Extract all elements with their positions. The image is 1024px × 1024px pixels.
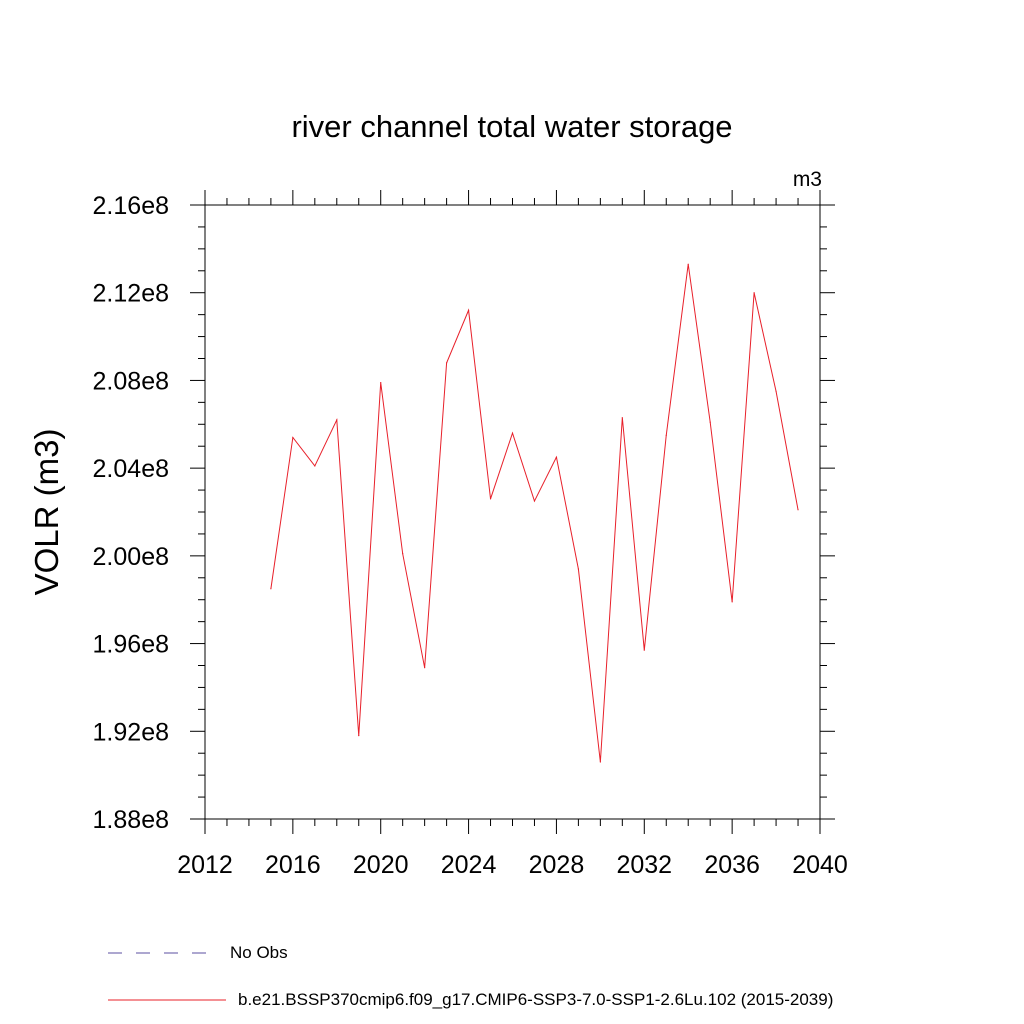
- legend-label-series: b.e21.BSSP370cmip6.f09_g17.CMIP6-SSP3-7.…: [238, 990, 834, 1009]
- y-tick-label: 1.92e8: [93, 718, 169, 746]
- data-point: [775, 390, 777, 392]
- data-point: [621, 417, 623, 419]
- y-tick-label: 2.08e8: [93, 367, 169, 395]
- y-axis-label: VOLR (m3): [28, 429, 65, 596]
- x-tick-label: 2028: [529, 851, 585, 879]
- data-point: [467, 309, 470, 311]
- data-point: [424, 667, 426, 669]
- y-tick-label: 2.16e8: [93, 192, 169, 220]
- series-layer: [270, 263, 799, 763]
- x-tick-label: 2040: [792, 851, 848, 879]
- y-tick-label: 2.04e8: [93, 455, 169, 483]
- data-point: [797, 509, 799, 511]
- legend-item-no-obs: No Obs: [106, 943, 288, 963]
- legend-solid-line-icon: [108, 999, 226, 1001]
- data-point: [511, 432, 514, 434]
- data-point: [533, 500, 536, 502]
- units-label: m3: [793, 168, 822, 191]
- data-point: [599, 761, 601, 763]
- data-point: [292, 436, 294, 439]
- legend-dashed-line-icon: [108, 952, 214, 954]
- x-tick-label: 2036: [704, 851, 760, 879]
- y-axis: 1.88e8 1.92e8 1.96e8 2.00e8 2.04e8 2.08e8 2.12…: [93, 192, 835, 834]
- data-point: [358, 735, 360, 737]
- data-point: [577, 568, 579, 570]
- data-point: [643, 649, 645, 651]
- x-tick-label: 2016: [265, 851, 321, 879]
- x-tick-label: 2032: [616, 851, 672, 879]
- data-point: [402, 553, 404, 555]
- y-tick-label: 1.88e8: [93, 806, 169, 834]
- data-point: [489, 498, 492, 500]
- legend-item-series: b.e21.BSSP370cmip6.f09_g17.CMIP6-SSP3-7.…: [106, 990, 833, 1010]
- x-tick-label: 2024: [441, 851, 497, 879]
- x-tick-label: 2012: [177, 851, 233, 879]
- data-point: [665, 434, 667, 436]
- data-point: [731, 601, 733, 603]
- data-point: [270, 588, 272, 590]
- data-point: [380, 382, 382, 384]
- y-tick-label: 1.96e8: [93, 631, 169, 659]
- x-axis: 2012 2016 2020 2024 2028 2032 2036 2040: [177, 190, 848, 879]
- plot-frame: [204, 204, 821, 820]
- data-point: [709, 421, 711, 423]
- data-point: [336, 419, 338, 421]
- x-tick-label: 2020: [353, 851, 409, 879]
- data-point: [753, 292, 755, 294]
- chart-title: river channel total water storage: [291, 109, 732, 144]
- series-line: [270, 264, 799, 763]
- data-point: [446, 362, 448, 364]
- legend-label-no-obs: No Obs: [230, 943, 288, 962]
- data-point: [314, 465, 316, 467]
- y-tick-label: 2.12e8: [93, 280, 169, 308]
- data-point: [687, 263, 689, 265]
- data-point: [555, 456, 558, 458]
- y-tick-label: 2.00e8: [93, 543, 169, 571]
